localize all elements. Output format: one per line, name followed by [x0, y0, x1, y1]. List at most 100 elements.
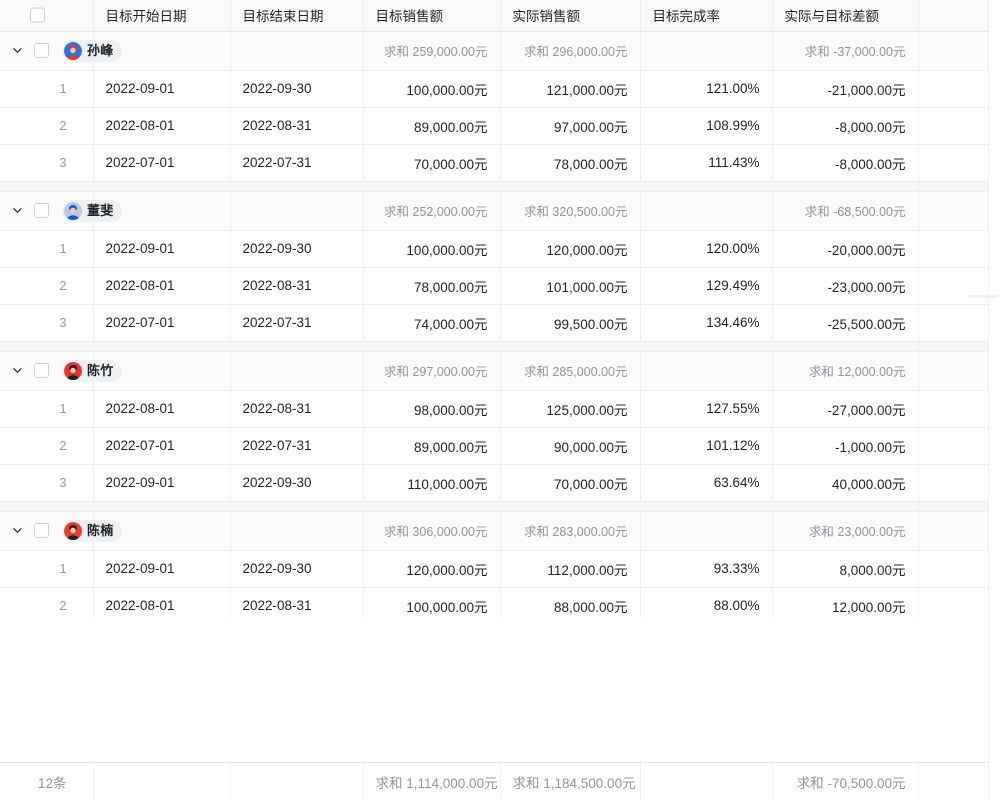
- group-actual-sales-sum[interactable]: 求和 283,000.00元: [500, 511, 641, 551]
- row-index-cell[interactable]: 2: [0, 107, 94, 145]
- cell-start-date[interactable]: 2022-07-01: [93, 144, 231, 182]
- chevron-down-icon[interactable]: [10, 363, 25, 378]
- group-completion-rate-sum[interactable]: [640, 31, 773, 71]
- footer-difference-sum[interactable]: 求和 -70,500.00元: [772, 762, 919, 800]
- group-title-cell[interactable]: 陈竹: [0, 351, 123, 391]
- cell-difference[interactable]: 8,000.00元: [772, 550, 919, 588]
- group-difference-sum[interactable]: 求和 -68,500.00元: [772, 191, 919, 231]
- select-all-checkbox[interactable]: [30, 7, 45, 23]
- row-index-cell[interactable]: 3: [0, 144, 94, 182]
- group-target-sales-sum[interactable]: 求和 306,000.00元: [363, 511, 501, 551]
- cell-completion-rate[interactable]: 134.46%: [640, 304, 773, 342]
- group-completion-rate-sum[interactable]: [640, 191, 773, 231]
- cell-target-sales[interactable]: 110,000.00元: [363, 464, 501, 502]
- cell-difference[interactable]: -23,000.00元: [772, 267, 919, 305]
- group-target-sales-sum[interactable]: 求和 252,000.00元: [363, 191, 501, 231]
- group-target-sales-sum[interactable]: 求和 259,000.00元: [363, 31, 501, 71]
- group-difference-sum[interactable]: 求和 12,000.00元: [772, 351, 919, 391]
- cell-start-date[interactable]: 2022-08-01: [93, 390, 231, 428]
- footer-end-date[interactable]: [230, 762, 364, 800]
- cell-difference[interactable]: -20,000.00元: [772, 230, 919, 268]
- cell-start-date[interactable]: 2022-09-01: [93, 464, 231, 502]
- cell-target-sales[interactable]: 74,000.00元: [363, 304, 501, 342]
- row-index-cell[interactable]: 2: [0, 267, 94, 305]
- group-difference-sum[interactable]: 求和 23,000.00元: [772, 511, 919, 551]
- row-index-cell[interactable]: 3: [0, 464, 94, 502]
- select-all-header-cell[interactable]: [0, 0, 94, 32]
- cell-target-sales[interactable]: 70,000.00元: [363, 144, 501, 182]
- cell-difference[interactable]: -8,000.00元: [772, 107, 919, 145]
- cell-completion-rate[interactable]: 111.43%: [640, 144, 773, 182]
- chevron-down-icon[interactable]: [10, 523, 25, 538]
- group-select-checkbox[interactable]: [34, 523, 49, 538]
- cell-actual-sales[interactable]: 97,000.00元: [500, 107, 641, 145]
- cell-actual-sales[interactable]: 101,000.00元: [500, 267, 641, 305]
- row-index-cell[interactable]: 3: [0, 304, 94, 342]
- cell-end-date[interactable]: 2022-09-30: [230, 550, 364, 588]
- footer-actual-sales-sum[interactable]: 求和 1,184,500.00元: [500, 762, 641, 800]
- column-header-difference[interactable]: 实际与目标差额: [772, 0, 919, 32]
- group-actual-sales-sum[interactable]: 求和 285,000.00元: [500, 351, 641, 391]
- cell-difference[interactable]: 40,000.00元: [772, 464, 919, 502]
- row-index-cell[interactable]: 1: [0, 70, 94, 108]
- cell-completion-rate[interactable]: 63.64%: [640, 464, 773, 502]
- cell-difference[interactable]: -1,000.00元: [772, 427, 919, 465]
- cell-end-date[interactable]: 2022-09-30: [230, 70, 364, 108]
- group-select-checkbox[interactable]: [34, 203, 49, 218]
- footer-target-sales-sum[interactable]: 求和 1,114,000.00元: [363, 762, 501, 800]
- cell-actual-sales[interactable]: 120,000.00元: [500, 230, 641, 268]
- column-header-actual-sales[interactable]: 实际销售额: [500, 0, 641, 32]
- cell-actual-sales[interactable]: 70,000.00元: [500, 464, 641, 502]
- row-index-cell[interactable]: 1: [0, 230, 94, 268]
- cell-end-date[interactable]: 2022-08-31: [230, 267, 364, 305]
- column-header-end-date[interactable]: 目标结束日期: [230, 0, 364, 32]
- row-index-cell[interactable]: 2: [0, 427, 94, 465]
- cell-completion-rate[interactable]: 121.00%: [640, 70, 773, 108]
- cell-start-date[interactable]: 2022-07-01: [93, 304, 231, 342]
- cell-start-date[interactable]: 2022-07-01: [93, 427, 231, 465]
- cell-actual-sales[interactable]: 112,000.00元: [500, 550, 641, 588]
- cell-end-date[interactable]: 2022-07-31: [230, 304, 364, 342]
- cell-completion-rate[interactable]: 93.33%: [640, 550, 773, 588]
- cell-target-sales[interactable]: 89,000.00元: [363, 427, 501, 465]
- column-header-start-date[interactable]: 目标开始日期: [93, 0, 231, 32]
- cell-end-date[interactable]: 2022-07-31: [230, 144, 364, 182]
- group-completion-rate-sum[interactable]: [640, 351, 773, 391]
- cell-end-date[interactable]: 2022-09-30: [230, 464, 364, 502]
- cell-end-date[interactable]: 2022-08-31: [230, 390, 364, 428]
- cell-target-sales[interactable]: 98,000.00元: [363, 390, 501, 428]
- group-title-cell[interactable]: 孙峰: [0, 31, 123, 71]
- cell-difference[interactable]: -8,000.00元: [772, 144, 919, 182]
- cell-start-date[interactable]: 2022-08-01: [93, 107, 231, 145]
- cell-actual-sales[interactable]: 125,000.00元: [500, 390, 641, 428]
- cell-completion-rate[interactable]: 129.49%: [640, 267, 773, 305]
- cell-completion-rate[interactable]: 108.99%: [640, 107, 773, 145]
- column-header-target-sales[interactable]: 目标销售额: [363, 0, 501, 32]
- cell-start-date[interactable]: 2022-09-01: [93, 70, 231, 108]
- cell-end-date[interactable]: 2022-09-30: [230, 230, 364, 268]
- column-header-add[interactable]: [918, 0, 989, 32]
- group-select-checkbox[interactable]: [34, 363, 49, 378]
- person-chip[interactable]: 陈竹: [62, 359, 123, 382]
- group-select-checkbox[interactable]: [34, 43, 49, 58]
- cell-completion-rate[interactable]: 101.12%: [640, 427, 773, 465]
- chevron-down-icon[interactable]: [10, 43, 25, 58]
- row-index-cell[interactable]: 1: [0, 550, 94, 588]
- column-header-completion-rate[interactable]: 目标完成率: [640, 0, 773, 32]
- cell-difference[interactable]: -27,000.00元: [772, 390, 919, 428]
- person-chip[interactable]: 董斐: [62, 199, 123, 222]
- group-title-cell[interactable]: 陈楠: [0, 511, 123, 551]
- person-chip[interactable]: 陈楠: [62, 519, 123, 542]
- cell-target-sales[interactable]: 100,000.00元: [363, 587, 501, 625]
- cell-actual-sales[interactable]: 99,500.00元: [500, 304, 641, 342]
- cell-actual-sales[interactable]: 78,000.00元: [500, 144, 641, 182]
- chevron-down-icon[interactable]: [10, 203, 25, 218]
- cell-target-sales[interactable]: 78,000.00元: [363, 267, 501, 305]
- cell-end-date[interactable]: 2022-07-31: [230, 427, 364, 465]
- group-target-sales-sum[interactable]: 求和 297,000.00元: [363, 351, 501, 391]
- cell-target-sales[interactable]: 100,000.00元: [363, 230, 501, 268]
- cell-difference[interactable]: -25,500.00元: [772, 304, 919, 342]
- horizontal-scrollbar-thumb[interactable]: [968, 295, 998, 298]
- cell-actual-sales[interactable]: 121,000.00元: [500, 70, 641, 108]
- group-actual-sales-sum[interactable]: 求和 320,500.00元: [500, 191, 641, 231]
